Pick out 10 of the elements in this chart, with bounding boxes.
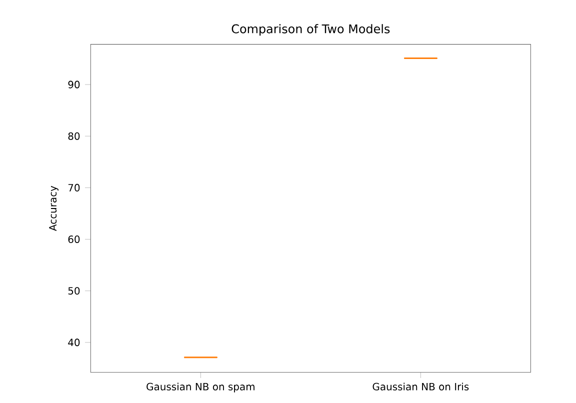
- y-tick-label: 60: [68, 236, 80, 244]
- y-tick-label: 90: [68, 80, 80, 88]
- y-tick-label: 70: [68, 184, 80, 192]
- chart-title: Comparison of Two Models: [232, 24, 390, 36]
- x-tick-label: Gaussian NB on spam: [146, 382, 254, 392]
- y-tick-label: 80: [68, 132, 80, 140]
- y-tick-label: 50: [68, 287, 80, 295]
- y-axis-title: Accuracy: [49, 186, 58, 231]
- x-tick-label: Gaussian NB on Iris: [372, 382, 469, 390]
- y-tick-label: 40: [68, 338, 80, 346]
